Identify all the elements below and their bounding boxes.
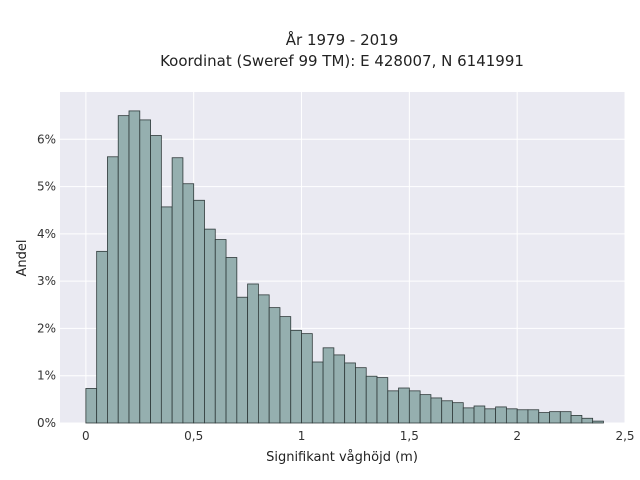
histogram-bar <box>452 402 464 424</box>
histogram-bar <box>279 316 292 424</box>
histogram-bar <box>430 397 443 424</box>
histogram-bar <box>527 409 540 424</box>
x-tick-label: 1 <box>298 429 306 443</box>
histogram-bar <box>462 407 475 424</box>
bars <box>85 110 604 424</box>
histogram-bar <box>225 257 238 424</box>
histogram-bar <box>398 387 410 424</box>
histogram-bar <box>333 354 346 424</box>
histogram-bar <box>96 250 108 424</box>
histogram-bar <box>387 390 399 424</box>
histogram-bar <box>117 115 130 424</box>
histogram-bar <box>107 156 119 424</box>
y-axis-label: Andel <box>15 240 30 277</box>
histogram-bar <box>538 412 550 424</box>
histogram-bar <box>484 408 497 424</box>
y-axis-ticks: 0% 1% 2% 3% 4% 5% 6% <box>37 132 56 430</box>
y-tick-label: 6% <box>37 132 56 146</box>
x-tick-label: 0,5 <box>184 429 203 443</box>
histogram-bar <box>128 110 141 424</box>
histogram-bar <box>311 361 324 424</box>
histogram-bar <box>268 307 281 424</box>
y-tick-label: 3% <box>37 274 56 288</box>
x-axis-ticks: 0 0,5 1 1,5 2 2,5 <box>82 429 634 443</box>
x-tick-label: 2,5 <box>615 429 634 443</box>
histogram-bar <box>408 390 421 424</box>
chart-title-line-2: Koordinat (Sweref 99 TM): E 428007, N 61… <box>160 52 524 70</box>
histogram-bar <box>182 183 195 424</box>
histogram-bar <box>322 347 335 424</box>
histogram-bar <box>559 411 572 424</box>
x-axis-label: Signifikant våghöjd (m) <box>266 450 418 465</box>
histogram-bar <box>160 206 173 424</box>
histogram-bar <box>139 119 151 424</box>
histogram-bar <box>236 296 249 424</box>
histogram-bar <box>150 135 162 424</box>
x-tick-label: 1,5 <box>400 429 419 443</box>
y-tick-label: 5% <box>37 180 56 194</box>
histogram-bar <box>570 415 583 424</box>
histogram-bar <box>592 420 604 424</box>
histogram-bar <box>419 394 432 424</box>
histogram-bar <box>355 367 367 424</box>
histogram-bar <box>505 408 518 424</box>
histogram-bar <box>344 362 356 424</box>
histogram-bar <box>376 377 389 424</box>
histogram-bar <box>290 329 302 424</box>
histogram-bar <box>473 405 486 424</box>
histogram-bar <box>581 417 594 424</box>
y-tick-label: 4% <box>37 227 56 241</box>
x-tick-label: 2 <box>513 429 521 443</box>
histogram-bar <box>257 294 270 424</box>
histogram-bar <box>247 283 259 424</box>
y-tick-label: 1% <box>37 369 56 383</box>
histogram-bar <box>495 406 507 424</box>
histogram-bar <box>549 411 561 424</box>
histogram-bar <box>441 400 453 424</box>
y-tick-label: 0% <box>37 416 56 430</box>
histogram-bar <box>516 409 529 424</box>
histogram-bar <box>214 239 227 424</box>
histogram-bar <box>301 333 313 424</box>
histogram-bar <box>193 199 205 424</box>
histogram-bar <box>365 375 378 424</box>
y-tick-label: 2% <box>37 321 56 335</box>
x-tick-label: 0 <box>82 429 90 443</box>
chart-title-line-1: År 1979 - 2019 <box>286 30 399 49</box>
histogram-bar <box>85 388 98 424</box>
histogram-bar <box>171 157 184 424</box>
histogram-bar <box>204 228 216 424</box>
